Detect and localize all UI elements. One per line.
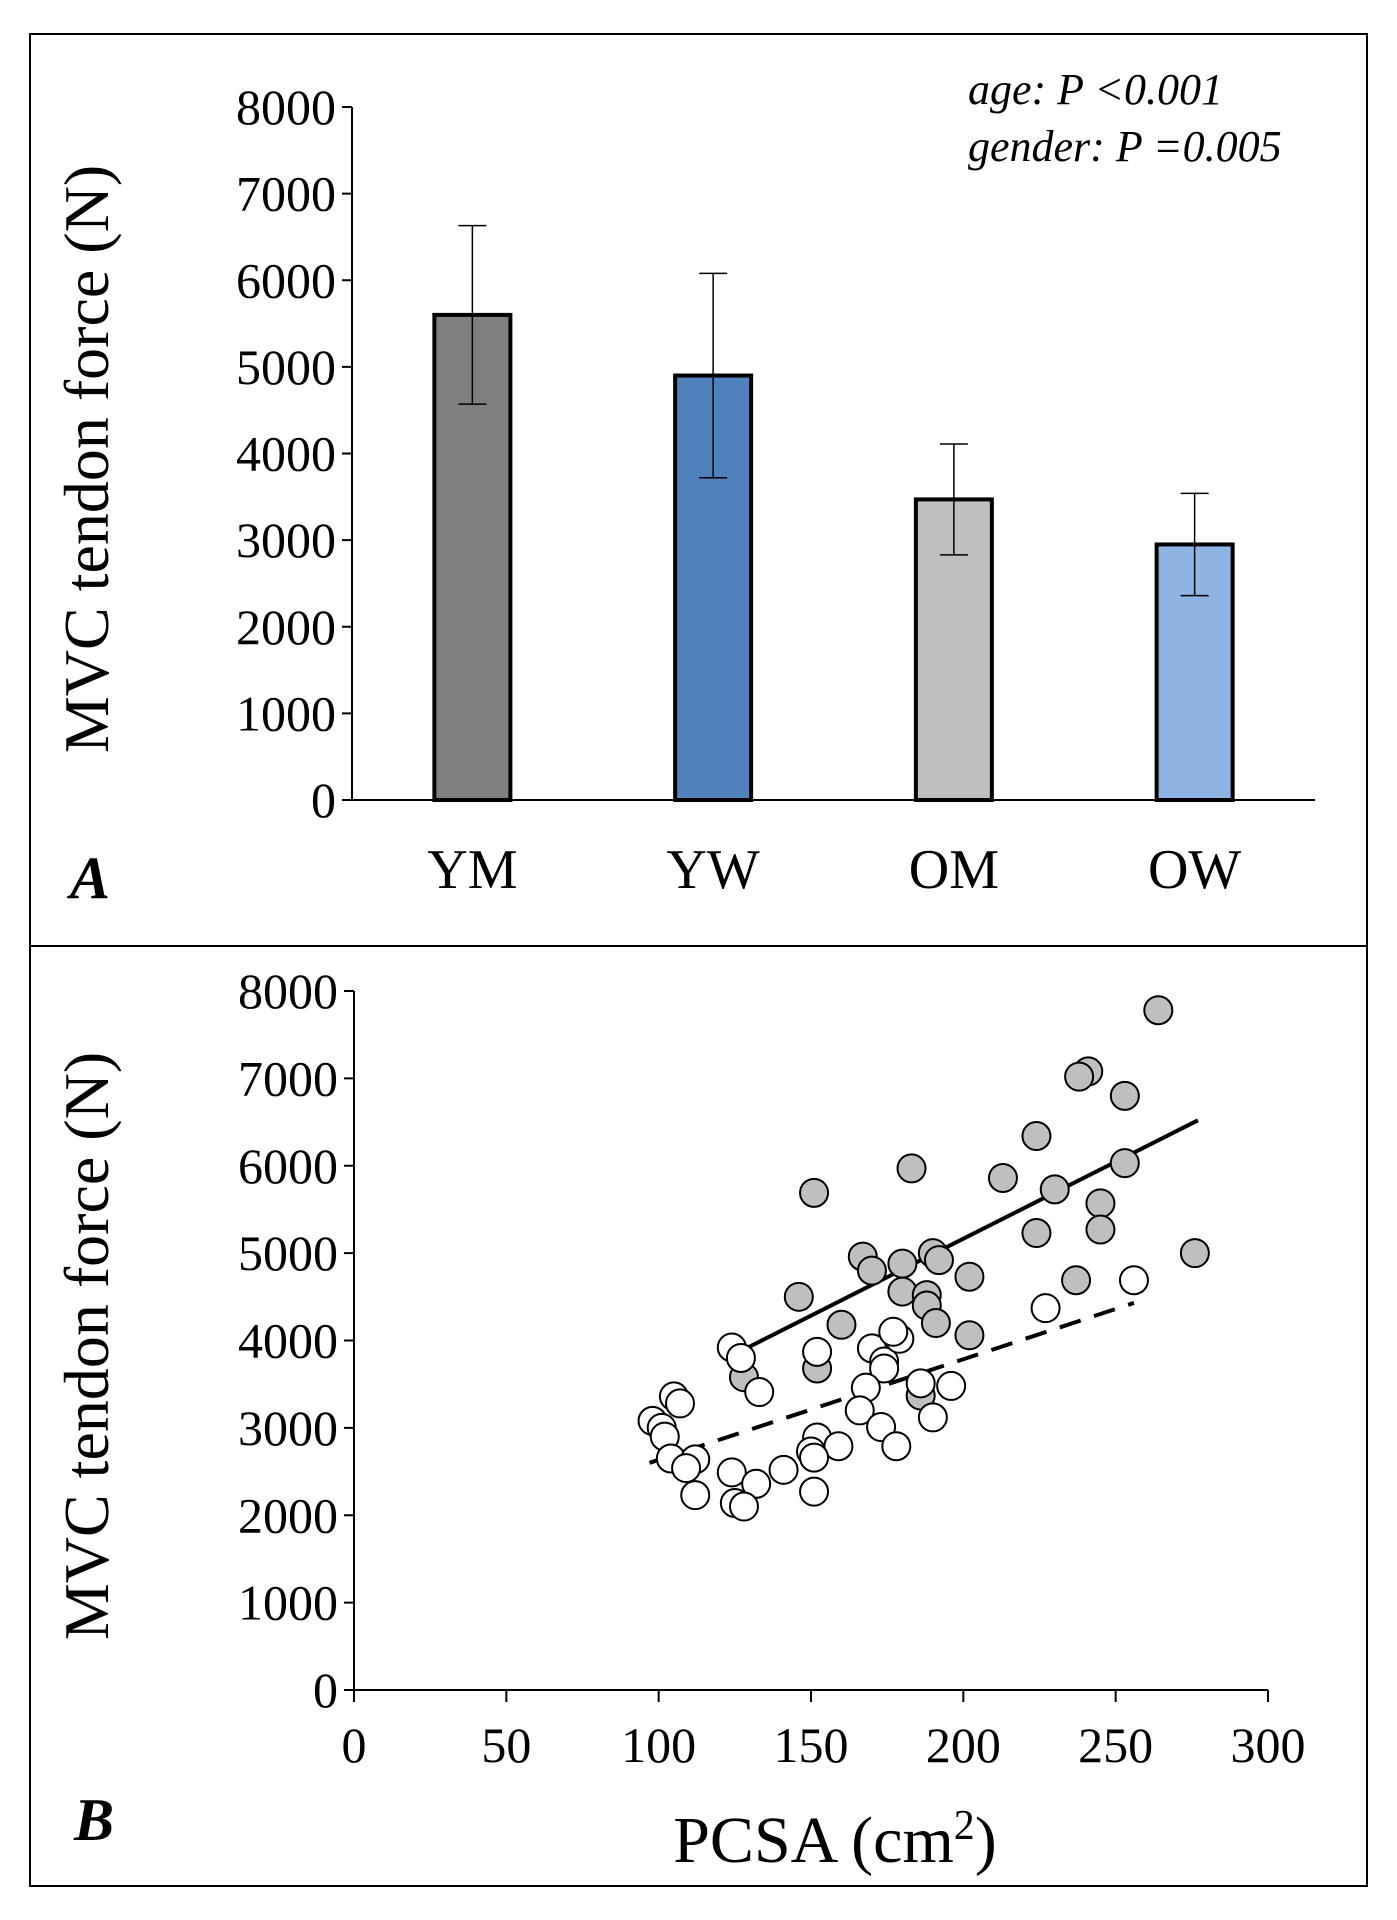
category-label: YM (427, 839, 517, 901)
open-data-point (869, 1353, 900, 1384)
panel-b-frame (29, 945, 1368, 1887)
x-axis-label: PCSA (cm2) (673, 1803, 997, 1877)
y-tick-label: 6000 (236, 252, 336, 308)
x-tick-label: 150 (774, 1717, 849, 1773)
filled-data-point (954, 1320, 985, 1351)
annotation-gender: gender: P =0.005 (968, 122, 1282, 171)
x-axis-label-superscript: 2 (954, 1803, 975, 1849)
panel-label-a: A (66, 845, 110, 911)
open-data-point (671, 1453, 702, 1484)
open-data-point (799, 1476, 830, 1507)
category-label: YW (666, 839, 759, 901)
open-data-point (917, 1402, 948, 1433)
x-tick-label: 0 (342, 1717, 367, 1773)
y-tick-label: 1000 (236, 685, 336, 741)
filled-data-point (1143, 995, 1174, 1026)
filled-data-point (923, 1245, 954, 1276)
scatter-chart: 0 1000 2000 3000 4000 5000 6000 7000 8000 0 50 100… (51, 963, 1306, 1877)
y-tick-label: 8000 (236, 79, 336, 135)
filled-data-point (799, 1177, 830, 1208)
y-tick-label: 5000 (238, 1225, 338, 1281)
filled-data-point (1064, 1061, 1095, 1092)
y-tick-label: 4000 (236, 426, 336, 482)
filled-data-point (1039, 1174, 1070, 1205)
filled-data-point (987, 1162, 1018, 1193)
fit-line-open (648, 1301, 1135, 1465)
filled-data-point (783, 1281, 814, 1312)
annotation-age: age: P <0.001 (968, 65, 1223, 114)
bar-chart: 0 1000 2000 3000 4000 5000 6000 7000 8000 YM YW OM… (51, 65, 1315, 911)
filled-data-point (1109, 1080, 1140, 1111)
x-axis-label-suffix: ) (975, 1804, 997, 1877)
filled-data-point (1085, 1188, 1116, 1219)
y-tick-label: 5000 (236, 339, 336, 395)
y-tick-label: 2000 (236, 599, 336, 655)
bars (432, 224, 1235, 802)
open-data-point (881, 1431, 912, 1462)
y-tick-label: 6000 (238, 1138, 338, 1194)
y-axis-ticks: 0 1000 2000 3000 4000 5000 6000 7000 8000 (238, 963, 355, 1718)
y-axis-ticks: 0 1000 2000 3000 4000 5000 6000 7000 8000 (236, 79, 1315, 828)
y-tick-label: 7000 (236, 166, 336, 222)
category-label: OW (1148, 839, 1241, 901)
open-data-point (936, 1370, 967, 1401)
filled-data-point (1021, 1121, 1052, 1152)
open-data-point (844, 1395, 875, 1426)
filled-data-point (856, 1255, 887, 1286)
y-tick-label: 3000 (238, 1400, 338, 1456)
filled-data-point (1085, 1214, 1116, 1245)
open-data-point (1030, 1293, 1061, 1324)
y-tick-label: 7000 (238, 1050, 338, 1106)
y-tick-label: 8000 (238, 963, 338, 1019)
filled-data-point (954, 1261, 985, 1292)
open-data-point (716, 1457, 747, 1488)
y-tick-label: 1000 (238, 1575, 338, 1631)
open-data-point (1118, 1265, 1149, 1296)
open-data-point (664, 1388, 695, 1419)
x-tick-label: 300 (1231, 1717, 1306, 1773)
filled-data-point (1179, 1238, 1210, 1269)
y-tick-label: 2000 (238, 1487, 338, 1543)
open-data-point (905, 1368, 936, 1399)
open-data-point (725, 1342, 756, 1373)
x-axis-ticks: 0 50 100 150 200 250 300 (342, 1689, 1306, 1773)
open-data-point (802, 1336, 833, 1367)
open-data-point (768, 1454, 799, 1485)
panel-label-b: B (73, 1787, 114, 1853)
y-tick-label: 0 (311, 772, 336, 828)
x-tick-label: 200 (926, 1717, 1001, 1773)
x-tick-label: 50 (481, 1717, 531, 1773)
y-tick-label: 4000 (238, 1313, 338, 1369)
filled-data-point (1061, 1265, 1092, 1296)
open-data-point (680, 1480, 711, 1511)
y-tick-label: 3000 (236, 512, 336, 568)
y-axis-label: MVC tendon force (N) (51, 1052, 122, 1640)
x-axis-labels: YM YW OM OW (427, 839, 1241, 901)
filled-data-point (920, 1308, 951, 1339)
filled-data-point (1109, 1148, 1140, 1179)
category-label: OM (909, 839, 999, 901)
data-points (637, 995, 1210, 1522)
filled-data-point (1021, 1218, 1052, 1249)
open-data-point (799, 1442, 830, 1473)
filled-data-point (826, 1309, 857, 1340)
x-tick-label: 100 (621, 1717, 696, 1773)
x-tick-label: 250 (1078, 1717, 1153, 1773)
open-data-point (878, 1316, 909, 1347)
open-data-point (744, 1377, 775, 1408)
y-axis-label: MVC tendon force (N) (51, 165, 122, 753)
y-tick-label: 0 (313, 1662, 338, 1718)
x-axis-label-text: PCSA (cm (673, 1804, 954, 1877)
filled-data-point (887, 1248, 918, 1279)
filled-data-point (896, 1153, 927, 1184)
open-data-point (728, 1491, 759, 1522)
